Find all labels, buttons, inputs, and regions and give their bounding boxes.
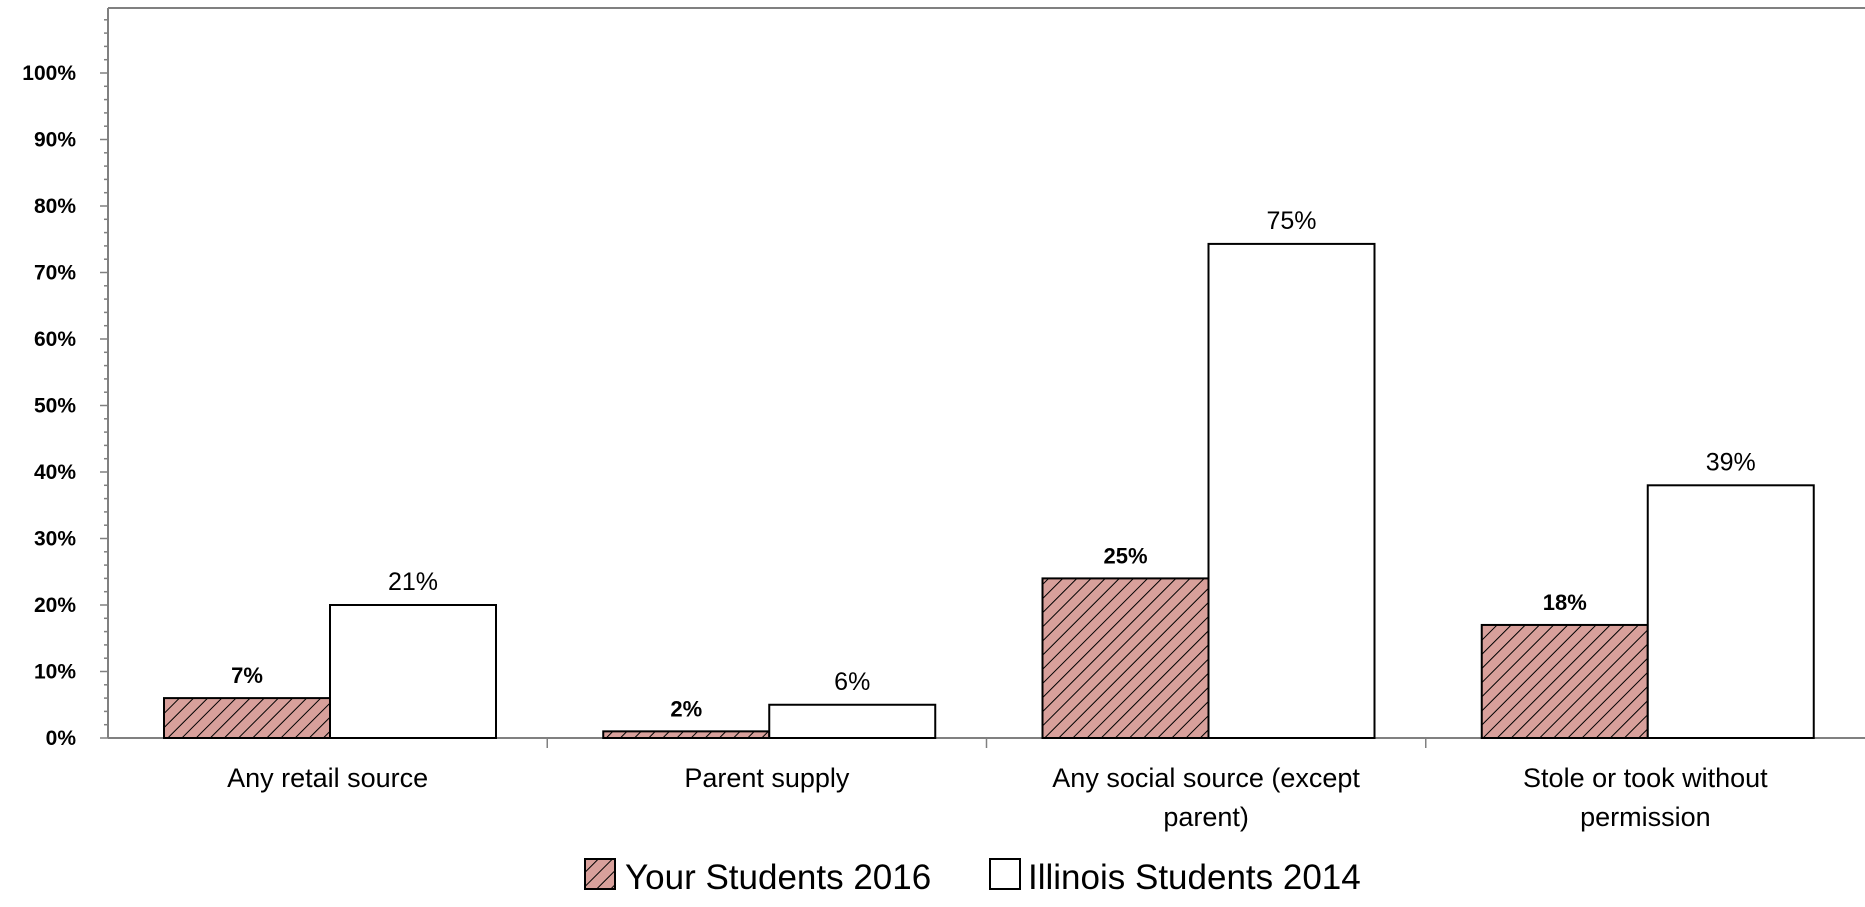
bar-series-2 [1207,242,1376,739]
x-category-label: Any retail source [227,763,428,793]
y-tick-label: 10% [34,661,76,684]
y-tick-label: 60% [34,328,76,351]
data-label-series-1: 18% [1543,590,1587,615]
y-tick-label: 80% [34,195,76,218]
y-tick-label: 50% [34,395,76,418]
data-label-series-2: 21% [388,568,438,596]
y-tick-label: 90% [34,129,76,152]
legend-swatch-series-1 [584,858,616,890]
bar-series-1 [163,697,331,739]
bar-series-2 [329,604,497,739]
x-category-label: parent) [1163,802,1249,832]
x-category-label: Parent supply [684,763,850,793]
x-category-label: permission [1580,802,1711,832]
legend-swatch-series-2 [989,858,1021,890]
x-category-label: Stole or took without [1523,763,1768,793]
data-label-series-2: 75% [1266,207,1316,235]
bar-series-1 [1480,623,1649,740]
data-labels: 7% 2% 25% 18% 21% 6% 75% 39% [231,207,1756,721]
legend: Your Students 2016 Illinois Students 2014 [584,858,1361,897]
y-tick-label: 0% [46,727,77,750]
y-tick-label: 30% [34,528,76,551]
data-label-series-1: 25% [1103,543,1147,568]
data-label-series-2: 6% [834,668,870,696]
y-tick-label: 70% [34,262,76,285]
data-label-series-2: 39% [1706,448,1756,476]
bar-series-2 [768,703,937,739]
x-category-label: Any social source (except [1052,763,1360,793]
bars [163,242,1815,740]
bar-series-2 [1646,484,1815,739]
y-tick-label: 20% [34,594,76,617]
bar-series-1 [602,730,771,739]
bar-series-1 [1041,577,1210,740]
data-label-series-1: 2% [670,696,702,721]
legend-label-series-1: Your Students 2016 [625,858,931,897]
data-label-series-1: 7% [231,663,263,688]
y-tick-label: 100% [22,62,76,85]
y-tick-label: 40% [34,461,76,484]
legend-label-series-2: Illinois Students 2014 [1028,858,1361,897]
